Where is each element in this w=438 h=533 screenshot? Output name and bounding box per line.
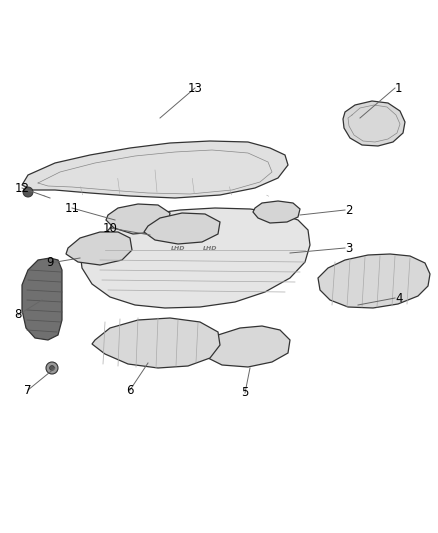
Circle shape: [23, 187, 33, 197]
Polygon shape: [22, 141, 288, 198]
Text: LHD: LHD: [203, 246, 217, 251]
Polygon shape: [66, 232, 132, 265]
Circle shape: [49, 366, 54, 370]
Polygon shape: [144, 213, 220, 244]
Polygon shape: [343, 101, 405, 146]
Polygon shape: [205, 326, 290, 367]
Polygon shape: [318, 254, 430, 308]
Polygon shape: [253, 201, 300, 223]
Text: 4: 4: [395, 292, 403, 304]
Circle shape: [46, 362, 58, 374]
Text: 10: 10: [102, 222, 117, 235]
Polygon shape: [106, 204, 170, 234]
Text: 8: 8: [14, 309, 22, 321]
Text: LHD: LHD: [171, 246, 185, 251]
Text: 9: 9: [46, 256, 54, 270]
Text: 2: 2: [345, 204, 353, 216]
Polygon shape: [22, 258, 62, 340]
Text: 5: 5: [241, 386, 249, 400]
Polygon shape: [80, 208, 310, 308]
Text: 7: 7: [24, 384, 32, 397]
Polygon shape: [92, 318, 220, 368]
Text: 6: 6: [126, 384, 134, 397]
Text: 1: 1: [395, 82, 403, 94]
Text: 12: 12: [14, 182, 29, 195]
Text: 3: 3: [345, 241, 353, 254]
Text: 11: 11: [64, 201, 80, 214]
Text: 13: 13: [187, 82, 202, 94]
